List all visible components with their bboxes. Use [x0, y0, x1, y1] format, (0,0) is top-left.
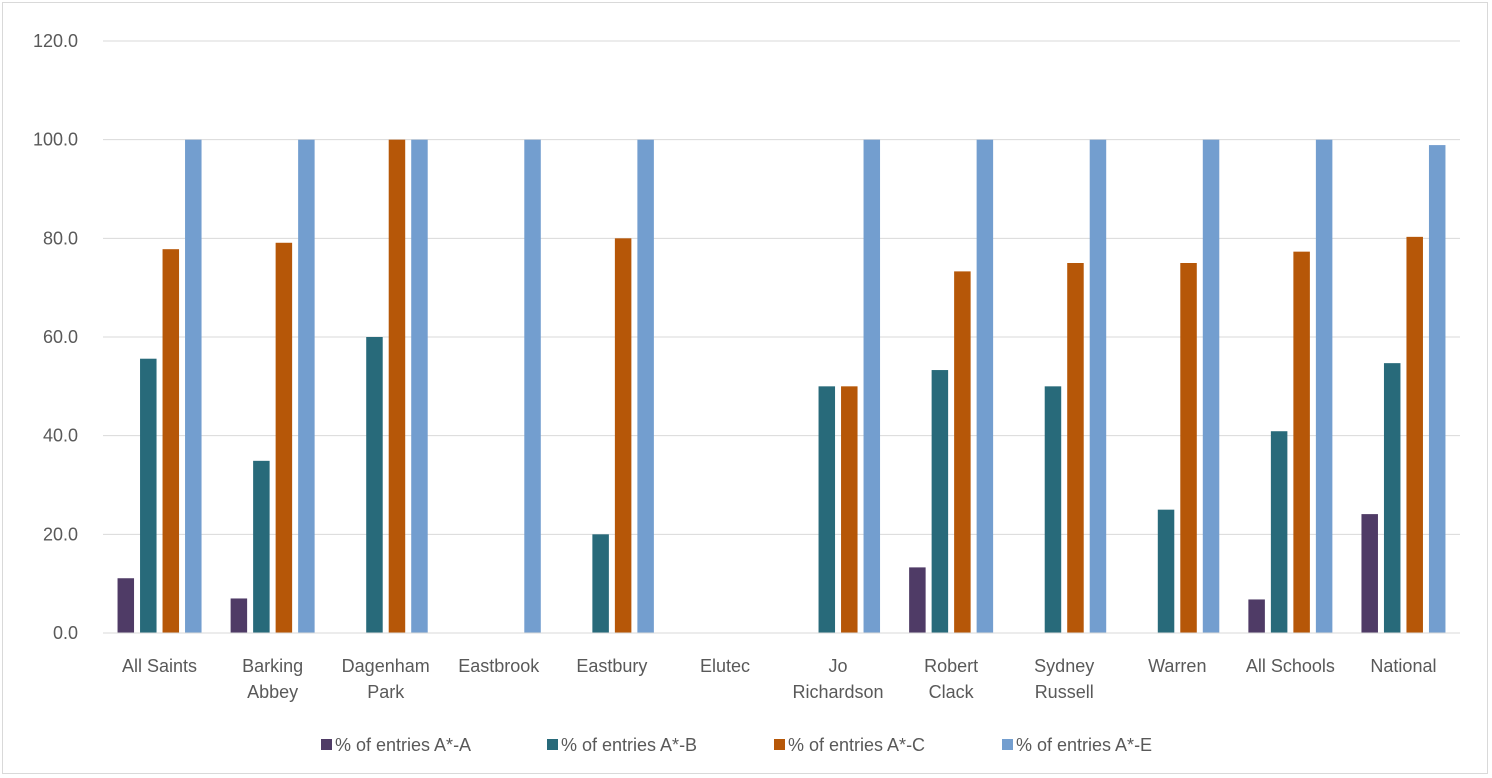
bar — [592, 534, 609, 633]
x-tick-label: Eastbury — [576, 656, 647, 676]
legend-label: % of entries A*-A — [335, 735, 471, 755]
bar — [140, 358, 157, 633]
bar — [1428, 145, 1446, 634]
bar — [230, 598, 248, 633]
y-tick-label: 0.0 — [53, 623, 78, 643]
bar — [976, 139, 994, 633]
bar — [1248, 599, 1265, 633]
bar — [1202, 139, 1220, 633]
bar — [524, 139, 541, 633]
bar — [931, 370, 949, 633]
x-tick-label: National — [1370, 656, 1436, 676]
x-tick-label: Jo Richardson — [793, 656, 884, 702]
bar — [1180, 263, 1197, 633]
bar — [411, 139, 428, 633]
bar — [954, 271, 971, 633]
x-tick-label: Sydney Russell — [1034, 656, 1094, 702]
bar — [1067, 263, 1084, 633]
bar — [1089, 139, 1107, 633]
bar — [818, 386, 836, 633]
bar — [117, 578, 135, 633]
legend-label: % of entries A*-C — [788, 735, 925, 755]
y-tick-label: 80.0 — [43, 228, 78, 248]
bar — [298, 139, 315, 633]
bar — [1383, 363, 1401, 633]
x-tick-label: Dagenham Park — [342, 656, 430, 702]
y-tick-label: 60.0 — [43, 327, 78, 347]
legend-swatch — [1002, 739, 1013, 750]
y-tick-label: 120.0 — [33, 31, 78, 51]
gridlines — [103, 40, 1460, 535]
bar — [1361, 514, 1378, 633]
x-tick-label: Robert Clack — [924, 656, 978, 702]
bar — [253, 460, 270, 633]
bar — [1270, 431, 1288, 633]
bar — [185, 139, 202, 633]
x-tick-label: Elutec — [700, 656, 750, 676]
bar — [1157, 509, 1175, 633]
y-tick-label: 20.0 — [43, 524, 78, 544]
bar — [275, 242, 293, 634]
bar — [614, 238, 632, 634]
bar — [909, 567, 926, 633]
bar — [841, 386, 858, 633]
bar — [1293, 251, 1310, 634]
legend: % of entries A*-A % of entries A*-B % of e… — [321, 735, 1152, 755]
bar — [1044, 386, 1062, 633]
x-tick-label: Barking Abbey — [242, 656, 303, 702]
bar — [162, 249, 180, 634]
x-tick-label: All Schools — [1246, 656, 1335, 676]
y-tick-label: 40.0 — [43, 426, 78, 446]
legend-swatch — [774, 739, 785, 750]
x-tick-label: All Saints — [122, 656, 197, 676]
legend-label: % of entries A*-B — [561, 735, 697, 755]
bars — [117, 139, 1446, 634]
legend-label: % of entries A*-E — [1016, 735, 1152, 755]
legend-swatch — [321, 739, 332, 750]
x-tick-label: Warren — [1148, 656, 1206, 676]
y-tick-label: 100.0 — [33, 130, 78, 150]
bar — [388, 139, 406, 633]
bar — [366, 337, 383, 633]
legend-swatch — [547, 739, 558, 750]
bar — [863, 139, 881, 633]
x-tick-label: Eastbrook — [458, 656, 540, 676]
x-axis-category-labels: All Saints Barking Abbey Dagenham Park Eastbr… — [122, 656, 1436, 702]
y-axis-tick-labels: 0.0 20.0 40.0 60.0 80.0 100.0 120.0 — [33, 31, 78, 643]
bar — [637, 139, 654, 633]
bar — [1315, 139, 1333, 633]
bar — [1406, 236, 1423, 633]
